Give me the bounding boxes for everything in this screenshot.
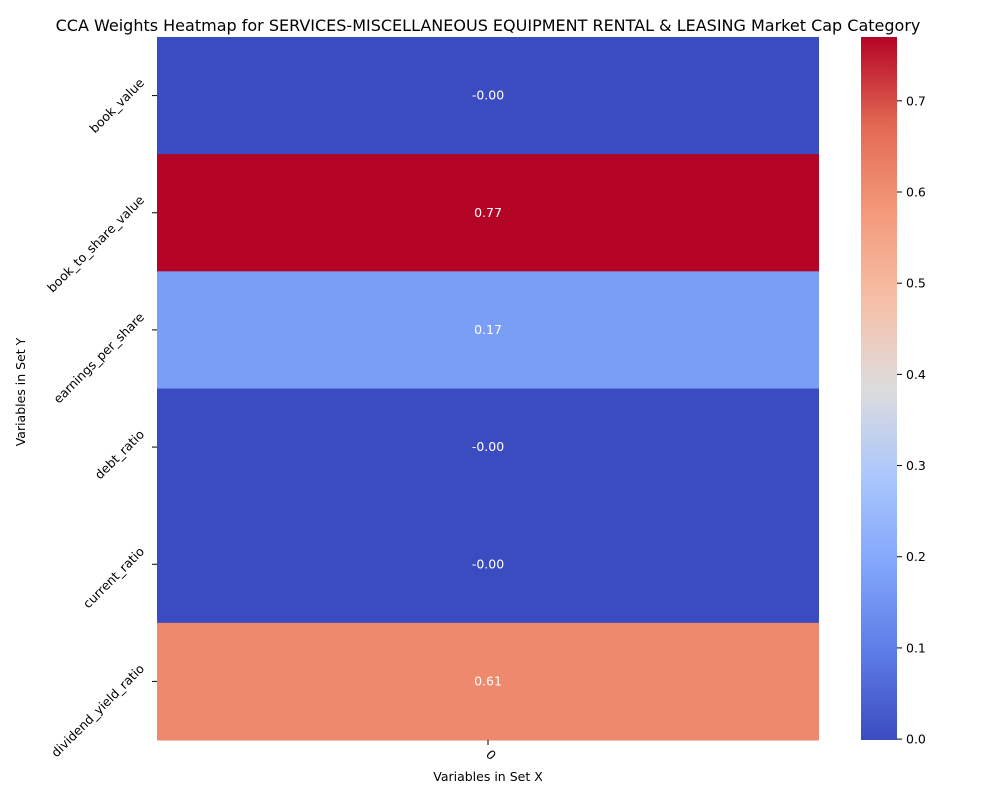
colorbar-tick-label: 0.2 [906,549,926,564]
heatmap-cell [157,388,819,507]
colorbar-tick-label: 0.7 [906,93,926,108]
cell-value-label: -0.00 [472,556,504,571]
colorbar-tick-label: 0.6 [906,185,926,200]
y-tick-label: current_ratio [80,544,147,611]
y-tick-label: dividend_yield_ratio [48,661,147,760]
colorbar-tick-label: 0.5 [906,276,926,291]
y-tick-label: earnings_per_share [50,309,147,406]
y-tick-label: book_to_share_value [44,192,147,295]
y-tick-label: debt_ratio [92,427,148,483]
colorbar-tick-label: 0.0 [906,732,926,747]
heatmap-cell [157,622,819,741]
chart-title: CCA Weights Heatmap for SERVICES-MISCELL… [56,16,921,35]
heatmap-cell [157,505,819,624]
heatmap-cell [157,37,819,155]
cell-value-label: -0.00 [472,439,504,454]
colorbar-tick-label: 0.1 [906,640,926,655]
colorbar [861,37,897,740]
colorbar-tick-label: 0.3 [906,458,926,473]
y-tick-label: book_value [86,75,147,136]
heatmap-cell [157,154,819,272]
cell-value-label: -0.00 [472,88,504,103]
x-axis-label: Variables in Set X [433,769,543,784]
colorbar-tick-label: 0.4 [906,367,926,382]
cell-value-label: 0.77 [474,205,502,220]
heatmap-cell [157,271,819,389]
cell-value-label: 0.61 [474,673,502,688]
y-axis-label: Variables in Set Y [13,337,28,446]
x-tick-label: 0 [483,747,499,763]
cell-value-label: 0.17 [474,322,502,337]
